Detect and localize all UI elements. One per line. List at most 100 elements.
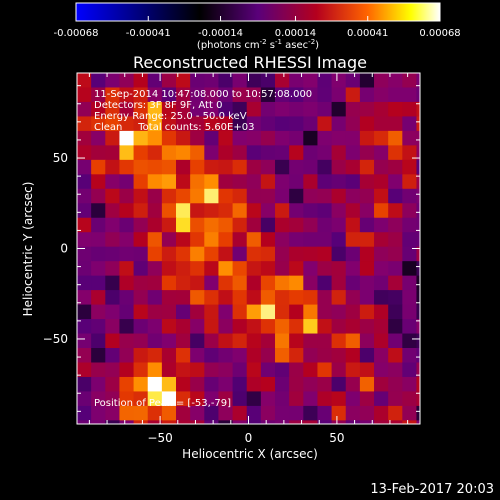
heatmap-cell — [431, 131, 446, 146]
heatmap-cell — [105, 275, 121, 291]
heatmap-cell — [374, 376, 389, 393]
heatmap-cell — [303, 145, 319, 161]
heatmap-cell — [232, 145, 248, 161]
heatmap-cell — [91, 435, 106, 450]
heatmap-cell — [91, 290, 106, 306]
heatmap-cell — [260, 130, 276, 146]
heatmap-cell — [431, 174, 446, 189]
heatmap-cell — [161, 261, 177, 277]
heatmap-cell — [331, 116, 347, 132]
heatmap-cell — [359, 348, 375, 364]
heatmap-cell — [402, 73, 418, 89]
heatmap-cell — [359, 174, 375, 190]
heatmap-cell — [133, 73, 149, 89]
heatmap-cell — [161, 159, 177, 175]
heatmap-cell — [303, 246, 319, 262]
heatmap-cell — [77, 246, 92, 262]
heatmap-cell — [161, 232, 177, 248]
heatmap-cell — [105, 348, 121, 364]
heatmap-cell — [176, 87, 191, 103]
x-tick-label: 50 — [329, 431, 344, 445]
colorbar-unit-label: (photons cm-2 s-1 asec-2) — [197, 38, 319, 51]
heatmap-cell — [374, 420, 389, 424]
heatmap-cell — [147, 246, 163, 262]
heatmap-cell — [303, 130, 319, 146]
heatmap-cell — [176, 145, 191, 161]
heatmap-cell — [119, 73, 135, 89]
heatmap-cell — [105, 420, 121, 424]
heatmap-cell — [317, 348, 333, 364]
heatmap-cell — [416, 304, 420, 320]
heatmap-cell — [303, 362, 319, 378]
heatmap-cell — [105, 87, 121, 103]
heatmap-cell — [331, 130, 347, 146]
heatmap-cell — [260, 246, 276, 262]
heatmap-cell — [275, 261, 290, 277]
heatmap-cell — [147, 174, 163, 190]
heatmap-cell — [119, 304, 135, 320]
heatmap-cell — [345, 159, 361, 175]
heatmap-cell — [275, 232, 290, 248]
heatmap-cell — [275, 145, 290, 161]
heatmap-cell — [317, 391, 333, 407]
heatmap-cell — [147, 203, 163, 219]
heatmap-cell — [374, 174, 389, 190]
heatmap-cell — [260, 232, 276, 248]
heatmap-cell — [402, 290, 418, 306]
heatmap-cell — [275, 188, 290, 204]
heatmap-cell — [246, 145, 262, 161]
heatmap-cell — [331, 290, 347, 306]
heatmap-cell — [91, 304, 106, 320]
heatmap-cell — [374, 348, 389, 364]
heatmap-cell — [232, 405, 248, 421]
heatmap-cell — [246, 203, 262, 219]
heatmap-cell — [260, 145, 276, 161]
heatmap-cell — [359, 290, 375, 306]
heatmap-cell — [232, 188, 248, 204]
heatmap-cell — [374, 319, 389, 335]
heatmap-cell — [374, 275, 389, 291]
heatmap-cell — [133, 203, 149, 219]
heatmap-cell — [388, 188, 403, 204]
heatmap-cell — [218, 376, 234, 393]
heatmap-cell — [331, 145, 347, 161]
heatmap-cell — [289, 420, 304, 424]
heatmap-cell — [416, 116, 420, 132]
heatmap-cell — [303, 73, 319, 89]
heatmap-cell — [416, 333, 420, 349]
heatmap-cell — [388, 87, 403, 103]
heatmap-cell — [388, 362, 403, 378]
heatmap-cell — [246, 420, 262, 424]
heatmap-cell — [402, 87, 418, 103]
heatmap-cell — [204, 174, 220, 190]
heatmap-cell — [303, 420, 319, 424]
heatmap-cell — [345, 232, 361, 248]
heatmap-cell — [147, 420, 163, 424]
heatmap-cell — [218, 420, 234, 424]
heatmap-cell — [246, 362, 262, 378]
heatmap-cell — [190, 159, 205, 175]
heatmap-cell — [303, 217, 319, 233]
heatmap-cell — [275, 362, 290, 378]
heatmap-cell — [275, 217, 290, 233]
heatmap-cell — [119, 87, 135, 103]
heatmap-cell — [289, 232, 304, 248]
heatmap-cell — [147, 130, 163, 146]
heatmap-cell — [77, 159, 92, 175]
heatmap-cell — [289, 376, 304, 393]
heatmap-cell — [345, 101, 361, 118]
heatmap-cell — [275, 246, 290, 262]
heatmap-cell — [317, 376, 333, 393]
heatmap-cell — [303, 261, 319, 277]
heatmap-cell — [246, 101, 262, 118]
heatmap-cell — [176, 261, 191, 277]
heatmap-cell — [331, 391, 347, 407]
heatmap-cell — [331, 217, 347, 233]
heatmap-cell — [161, 290, 177, 306]
heatmap-cell — [232, 348, 248, 364]
heatmap-cell — [190, 348, 205, 364]
heatmap-cell — [303, 116, 319, 132]
heatmap-cell — [218, 261, 234, 277]
heatmap-cell — [232, 73, 248, 89]
